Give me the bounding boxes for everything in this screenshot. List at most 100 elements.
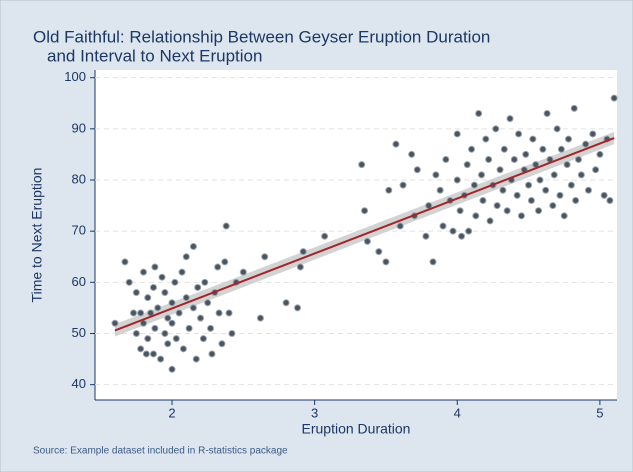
y-axis-label: Time to Next Eruption	[29, 168, 45, 303]
data-point	[261, 253, 269, 261]
data-point	[539, 145, 547, 153]
data-point	[164, 314, 172, 322]
y-tick-label: 70	[72, 223, 86, 238]
data-point	[510, 156, 518, 164]
data-point	[499, 186, 507, 194]
data-point	[204, 299, 212, 307]
data-point	[436, 186, 444, 194]
data-point	[221, 258, 229, 266]
data-point	[225, 309, 233, 317]
data-point	[542, 186, 550, 194]
data-point	[565, 135, 573, 143]
data-point	[550, 171, 558, 179]
data-point	[144, 294, 152, 302]
data-point	[182, 253, 190, 261]
data-point	[168, 319, 176, 327]
data-point	[175, 309, 183, 317]
data-point	[132, 289, 140, 297]
data-point	[121, 258, 129, 266]
data-point	[125, 278, 133, 286]
x-tick-label: 4	[454, 405, 461, 420]
data-point	[182, 294, 190, 302]
data-point	[399, 181, 407, 189]
data-point	[442, 156, 450, 164]
data-point	[139, 268, 147, 276]
data-point	[496, 166, 504, 174]
data-point	[449, 227, 457, 235]
data-point	[503, 207, 511, 215]
data-point	[157, 355, 165, 363]
data-point	[515, 130, 523, 138]
data-point	[556, 191, 564, 199]
data-point	[570, 104, 578, 112]
data-point	[589, 130, 597, 138]
data-point	[130, 309, 138, 317]
data-point	[610, 94, 618, 102]
data-point	[294, 304, 302, 312]
data-point	[525, 181, 533, 189]
data-point	[479, 196, 487, 204]
data-point	[456, 207, 464, 215]
data-point	[493, 202, 501, 210]
y-tick-label: 100	[64, 69, 86, 84]
data-point	[592, 166, 600, 174]
data-point	[111, 319, 119, 327]
data-point	[486, 217, 494, 225]
data-point	[492, 125, 500, 133]
data-point	[199, 335, 207, 343]
data-point	[429, 258, 437, 266]
data-point	[536, 176, 544, 184]
data-point	[432, 171, 440, 179]
data-point	[553, 125, 561, 133]
data-point	[361, 207, 369, 215]
data-point	[453, 130, 461, 138]
data-point	[535, 207, 543, 215]
data-point	[256, 314, 264, 322]
data-point	[567, 181, 575, 189]
data-point	[194, 283, 202, 291]
data-point	[228, 329, 236, 337]
data-point	[382, 258, 390, 266]
y-tick-label: 80	[72, 171, 86, 186]
y-tick-label: 60	[72, 274, 86, 289]
data-point	[413, 166, 421, 174]
data-point	[513, 191, 521, 199]
data-point	[137, 309, 145, 317]
data-point	[563, 161, 571, 169]
data-point	[158, 273, 166, 281]
data-point	[529, 135, 537, 143]
data-point	[164, 340, 172, 348]
data-point	[208, 350, 216, 358]
fit-line	[114, 137, 615, 332]
data-point	[222, 222, 230, 230]
data-point	[321, 232, 329, 240]
data-point	[549, 202, 557, 210]
data-point	[463, 161, 471, 169]
data-point	[151, 324, 159, 332]
data-point	[453, 176, 461, 184]
data-point	[574, 156, 582, 164]
source-note: Source: Example dataset included in R-st…	[33, 446, 288, 457]
data-point	[478, 171, 486, 179]
data-point	[482, 135, 490, 143]
data-point	[458, 232, 466, 240]
data-point	[185, 324, 193, 332]
y-tick-label: 40	[72, 376, 86, 391]
data-point	[179, 345, 187, 353]
data-point	[363, 237, 371, 245]
data-point	[172, 335, 180, 343]
data-point	[560, 212, 568, 220]
data-point	[161, 329, 169, 337]
data-point	[396, 222, 404, 230]
data-point	[577, 171, 585, 179]
data-point	[178, 268, 186, 276]
data-point	[465, 227, 473, 235]
data-point	[584, 186, 592, 194]
data-point	[299, 248, 307, 256]
data-point	[522, 150, 530, 158]
data-point	[149, 350, 157, 358]
y-tick-label: 90	[72, 120, 86, 135]
data-point	[439, 222, 447, 230]
data-point	[154, 304, 162, 312]
